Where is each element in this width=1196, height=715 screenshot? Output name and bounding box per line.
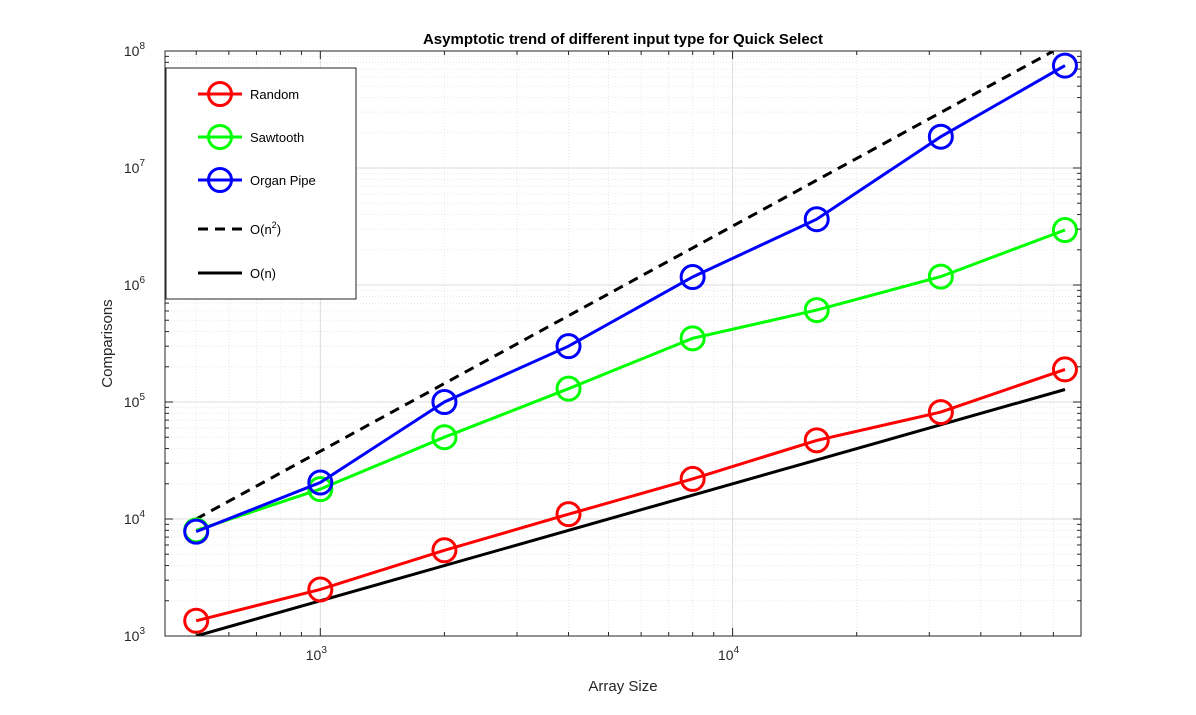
legend-item: O(n2) (198, 220, 281, 237)
tick-labels: 103 104 103 104 105 106 107 108 (124, 41, 740, 663)
data-point (679, 325, 706, 352)
data-point (555, 333, 582, 360)
legend-box (165, 67, 357, 300)
legend-label: Organ Pipe (250, 173, 316, 188)
data-point (1051, 356, 1078, 383)
y-tick-label: 106 (124, 275, 146, 293)
data-point (431, 424, 458, 451)
y-tick-label: 103 (124, 626, 146, 644)
legend-label: Random (250, 87, 299, 102)
legend-marker (207, 124, 233, 150)
y-tick-label: 107 (124, 158, 146, 176)
legend: Random Sawtooth Organ Pipe O(n2) O(n) (165, 67, 357, 300)
data-point (679, 465, 706, 492)
series-4 (195, 388, 1066, 636)
series-line (195, 388, 1066, 636)
data-point (803, 297, 830, 324)
y-axis-label: Comparisons (99, 299, 116, 387)
series-line (195, 367, 1066, 623)
data-point (555, 375, 582, 402)
legend-item: Random (198, 81, 299, 107)
x-axis-label: Array Size (588, 678, 657, 695)
x-tick-label: 103 (306, 645, 328, 663)
series-3 (195, 51, 1055, 521)
legend-marker (207, 81, 233, 107)
data-point (927, 123, 954, 150)
y-tick-label: 108 (124, 41, 146, 59)
axes-box (164, 50, 1082, 637)
series-line (195, 51, 1055, 521)
chart-title: Asymptotic trend of different input type… (423, 31, 823, 48)
legend-label: Sawtooth (250, 130, 304, 145)
data-point (307, 476, 334, 503)
data-point (1051, 217, 1078, 244)
legend-item: O(n) (198, 266, 276, 281)
data-point (927, 399, 954, 426)
data-point (307, 469, 334, 496)
legend-marker (207, 167, 233, 193)
data-point (803, 427, 830, 454)
data-point (1051, 52, 1078, 79)
legend-item: Sawtooth (198, 124, 304, 150)
data-point (555, 501, 582, 528)
data-point (183, 518, 210, 545)
legend-label: O(n2) (250, 220, 281, 237)
legend-item: Organ Pipe (198, 167, 316, 193)
series-line (195, 228, 1066, 532)
x-tick-label: 104 (718, 645, 740, 663)
data-point (431, 389, 458, 415)
series-layer (183, 51, 1078, 636)
legend-label: O(n) (250, 266, 276, 281)
data-point (431, 537, 458, 564)
series-2 (183, 52, 1078, 545)
series-line (195, 64, 1066, 533)
data-point (803, 206, 830, 233)
data-point (679, 264, 706, 291)
data-point (927, 263, 954, 290)
y-tick-label: 104 (124, 509, 146, 527)
data-point (307, 576, 334, 603)
y-tick-label: 105 (124, 392, 146, 410)
